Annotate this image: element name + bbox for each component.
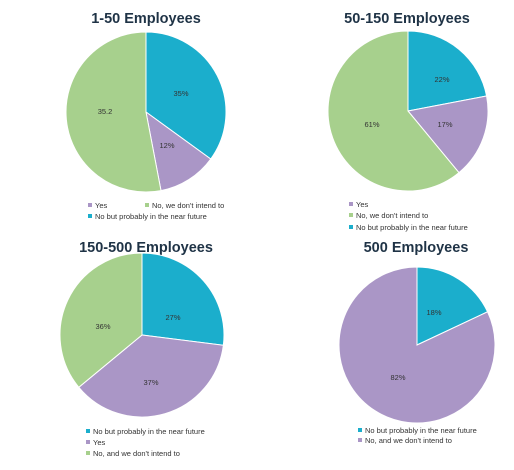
chart-panel-4: 500 Employees 18% 82% No but probably in th… [257, 235, 514, 470]
slice-label: 61% [364, 120, 379, 129]
slice-label: 35.2 [98, 107, 113, 116]
legend-item: No but probably in the near future [93, 427, 205, 436]
slice-label: 17% [437, 120, 452, 129]
chart-title: 150-500 Employees [79, 240, 213, 256]
legend-item: No, we don't intend to [152, 201, 224, 210]
chart-panel-3: 150-500 Employees 27% 37% 36% No but probabl… [0, 235, 257, 470]
legend-swatch [86, 451, 90, 455]
legend-swatch [349, 213, 353, 217]
legend-item: No, we don't intend to [356, 211, 428, 220]
legend-swatch [358, 428, 362, 432]
slice-label: 22% [434, 75, 449, 84]
pie-chart-4: 500 Employees 18% 82% No but probably in th… [338, 240, 496, 445]
slice-label: 27% [165, 313, 180, 322]
chart-title: 500 Employees [364, 240, 469, 256]
pie-slice-no-but-probably-in-the-near-future [407, 30, 488, 112]
legend-swatch [349, 202, 353, 206]
pie-slice-yes [407, 95, 489, 174]
legend-swatch [145, 203, 149, 207]
chart-title: 1-50 Employees [91, 11, 201, 27]
pie-chart-2: 50-150 Employees 22% 17% 61% Yes No, we don't… [327, 11, 489, 232]
legend-swatch [86, 429, 90, 433]
legend-item: No but probably in the near future [356, 223, 468, 232]
pie-slice-no-but-probably-in-the-near-future [416, 266, 489, 346]
pie-slice-no-and-we-don-t-intend-to [338, 266, 496, 424]
legend-item: No, and we don't intend to [93, 449, 180, 458]
pie-slice-no-but-probably-in-the-near-future [145, 31, 227, 160]
slice-label: 37% [143, 378, 158, 387]
pie-chart-3: 150-500 Employees 27% 37% 36% No but probabl… [59, 240, 225, 458]
legend-item: Yes [95, 201, 107, 210]
legend-item: No, and we don't intend to [365, 436, 452, 445]
pie-slice-no-but-probably-in-the-near-future [141, 252, 225, 346]
slice-label: 36% [95, 322, 110, 331]
legend-item: No but probably in the near future [95, 212, 207, 221]
pie-slice-no-and-we-don-t-intend-to [59, 252, 143, 388]
pie-slice-no-we-don-t-intend-to [327, 30, 460, 192]
legend-item: No but probably in the near future [365, 426, 477, 435]
pie-chart-1: 1-50 Employees 35% 12% 35.2 Yes No, we don't … [65, 11, 227, 221]
chart-title: 50-150 Employees [344, 11, 470, 27]
pie-slice-yes [78, 334, 224, 418]
legend-swatch [88, 214, 92, 218]
slice-label: 12% [159, 141, 174, 150]
legend-swatch [358, 438, 362, 442]
pie-slice-no-we-don-t-intend-to [65, 31, 162, 193]
chart-panel-2: 50-150 Employees 22% 17% 61% Yes No, we don't… [257, 0, 514, 235]
slice-label: 82% [390, 373, 405, 382]
slice-label: 18% [426, 308, 441, 317]
legend-swatch [349, 225, 353, 229]
pie-slice-yes [145, 110, 212, 192]
legend-swatch [88, 203, 92, 207]
slice-label: 35% [173, 89, 188, 98]
chart-panel-1: 1-50 Employees 35% 12% 35.2 Yes No, we don't … [0, 0, 257, 235]
legend-swatch [86, 440, 90, 444]
legend-item: Yes [356, 200, 368, 209]
legend-item: Yes [93, 438, 105, 447]
